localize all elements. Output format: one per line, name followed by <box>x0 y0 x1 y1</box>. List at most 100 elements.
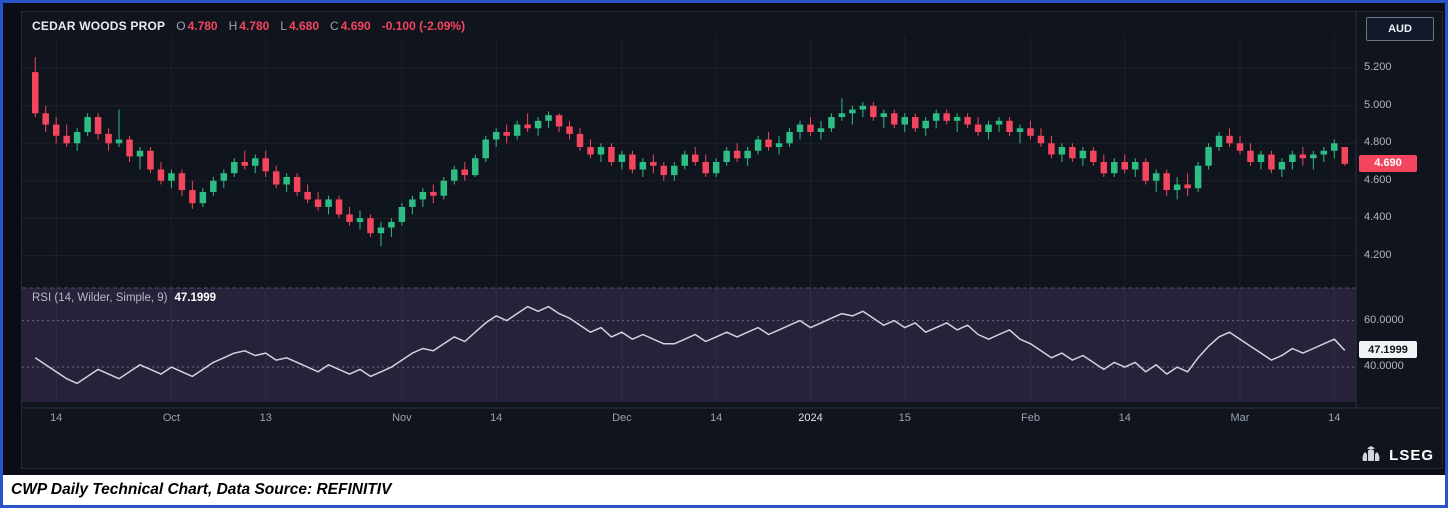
candle-body <box>147 150 154 170</box>
caption-bar: CWP Daily Technical Chart, Data Source: … <box>3 475 1445 505</box>
candle-body <box>660 165 668 176</box>
candle-body <box>1111 162 1118 174</box>
rsi-tick-label: 60.0000 <box>1364 313 1404 326</box>
candle-body <box>1194 165 1202 189</box>
candle-body <box>367 218 374 234</box>
candle-body <box>828 117 835 129</box>
candle-body <box>220 173 228 181</box>
candle-body <box>733 150 741 159</box>
candle-body <box>597 147 605 155</box>
time-tick-label: Feb <box>1020 412 1040 424</box>
candle-body <box>335 199 343 215</box>
candle-body <box>1236 143 1244 151</box>
candle-body <box>1048 143 1055 155</box>
candle-body <box>555 115 563 127</box>
price-tick-label: 5.000 <box>1364 98 1392 111</box>
candle-body <box>377 227 385 234</box>
candle-body <box>880 113 888 118</box>
candle-body <box>712 162 720 174</box>
candle-body <box>157 169 165 181</box>
rsi-line <box>34 305 1346 385</box>
change-readout: -0.100 (-2.09%) <box>381 19 466 33</box>
candle-body <box>1331 143 1338 151</box>
candle-body <box>1058 147 1066 155</box>
candle-body <box>314 199 322 207</box>
candle-body <box>796 124 804 133</box>
time-tick-label: 14 <box>50 412 63 424</box>
candle-body <box>1163 173 1170 191</box>
candle-body <box>545 115 552 121</box>
candle-body <box>94 117 102 134</box>
candle-body <box>985 124 992 133</box>
candle-body <box>1310 154 1317 159</box>
candle-body <box>1278 162 1286 170</box>
candle-body <box>587 147 594 155</box>
candle-body <box>534 120 542 129</box>
instrument-name: CEDAR WOODS PROP <box>32 19 166 33</box>
lseg-logo-text: LSEG <box>1389 446 1434 464</box>
candle-body <box>105 133 112 144</box>
candle-body <box>1226 135 1233 144</box>
candle-body <box>1299 154 1307 159</box>
time-tick-label: Dec <box>612 412 632 424</box>
candle-body <box>1100 162 1108 174</box>
candle-body <box>922 120 929 129</box>
candle-body <box>911 117 919 129</box>
candle-body <box>1090 150 1097 162</box>
candle-body <box>838 113 846 118</box>
candle-body <box>210 180 217 192</box>
rsi-panel-background <box>22 288 1356 402</box>
candle-body <box>974 124 982 133</box>
time-tick-label: 14 <box>1118 412 1131 424</box>
chart-caption: CWP Daily Technical Chart, Data Source: … <box>11 481 392 498</box>
candle-body <box>293 176 301 192</box>
candle-body <box>503 132 510 136</box>
candle-body <box>1079 150 1087 159</box>
candle-body <box>1320 150 1328 155</box>
candle-body <box>1268 154 1275 170</box>
candle-body <box>262 158 269 172</box>
candle-body <box>388 221 395 228</box>
candle-body <box>650 162 657 166</box>
candle-body <box>325 199 332 207</box>
candle-body <box>136 150 144 157</box>
high-readout: H 4.780 <box>228 19 270 33</box>
time-tick-label: 2024 <box>798 412 823 424</box>
candle-body <box>1142 162 1149 181</box>
candle-body <box>1016 128 1024 133</box>
candle-body <box>754 139 762 151</box>
candle-body <box>231 162 238 174</box>
price-axis[interactable]: 5.200 5.000 4.800 4.600 4.400 4.200 60.0000 40.… <box>1356 12 1442 408</box>
candle-body <box>786 132 793 144</box>
currency-button[interactable]: AUD <box>1366 17 1434 41</box>
candle-body <box>1131 162 1139 170</box>
candle-body <box>849 109 856 114</box>
low-readout: L 4.680 <box>280 19 320 33</box>
price-tick-label: 4.600 <box>1364 173 1392 186</box>
candle-body <box>189 190 196 204</box>
time-axis[interactable]: 14 Oct 13 Nov 14 Dec 14 2024 15 Feb 14 Mar 14 <box>22 408 1442 468</box>
candle-body <box>409 199 416 207</box>
price-chart-canvas[interactable] <box>22 12 1442 468</box>
time-tick-label: 13 <box>259 412 272 424</box>
rsi-legend: RSI (14, Wilder, Simple, 9) 47.1999 <box>32 292 216 304</box>
candle-body <box>73 132 81 144</box>
time-tick-label: 14 <box>710 412 723 424</box>
candle-body <box>1257 154 1265 162</box>
candle-body <box>272 171 280 185</box>
candle-body <box>482 139 489 159</box>
candle-body <box>304 191 311 200</box>
rsi-value: 47.1999 <box>174 292 217 304</box>
candle-body <box>817 128 825 133</box>
candle-body <box>1215 135 1223 148</box>
candle-body <box>1121 162 1129 170</box>
candle-body <box>775 143 783 148</box>
lseg-crest-icon <box>1362 446 1380 461</box>
candle-body <box>691 154 699 162</box>
candle-body <box>430 191 437 196</box>
candle-body <box>964 117 971 125</box>
candle-body <box>1205 147 1212 166</box>
